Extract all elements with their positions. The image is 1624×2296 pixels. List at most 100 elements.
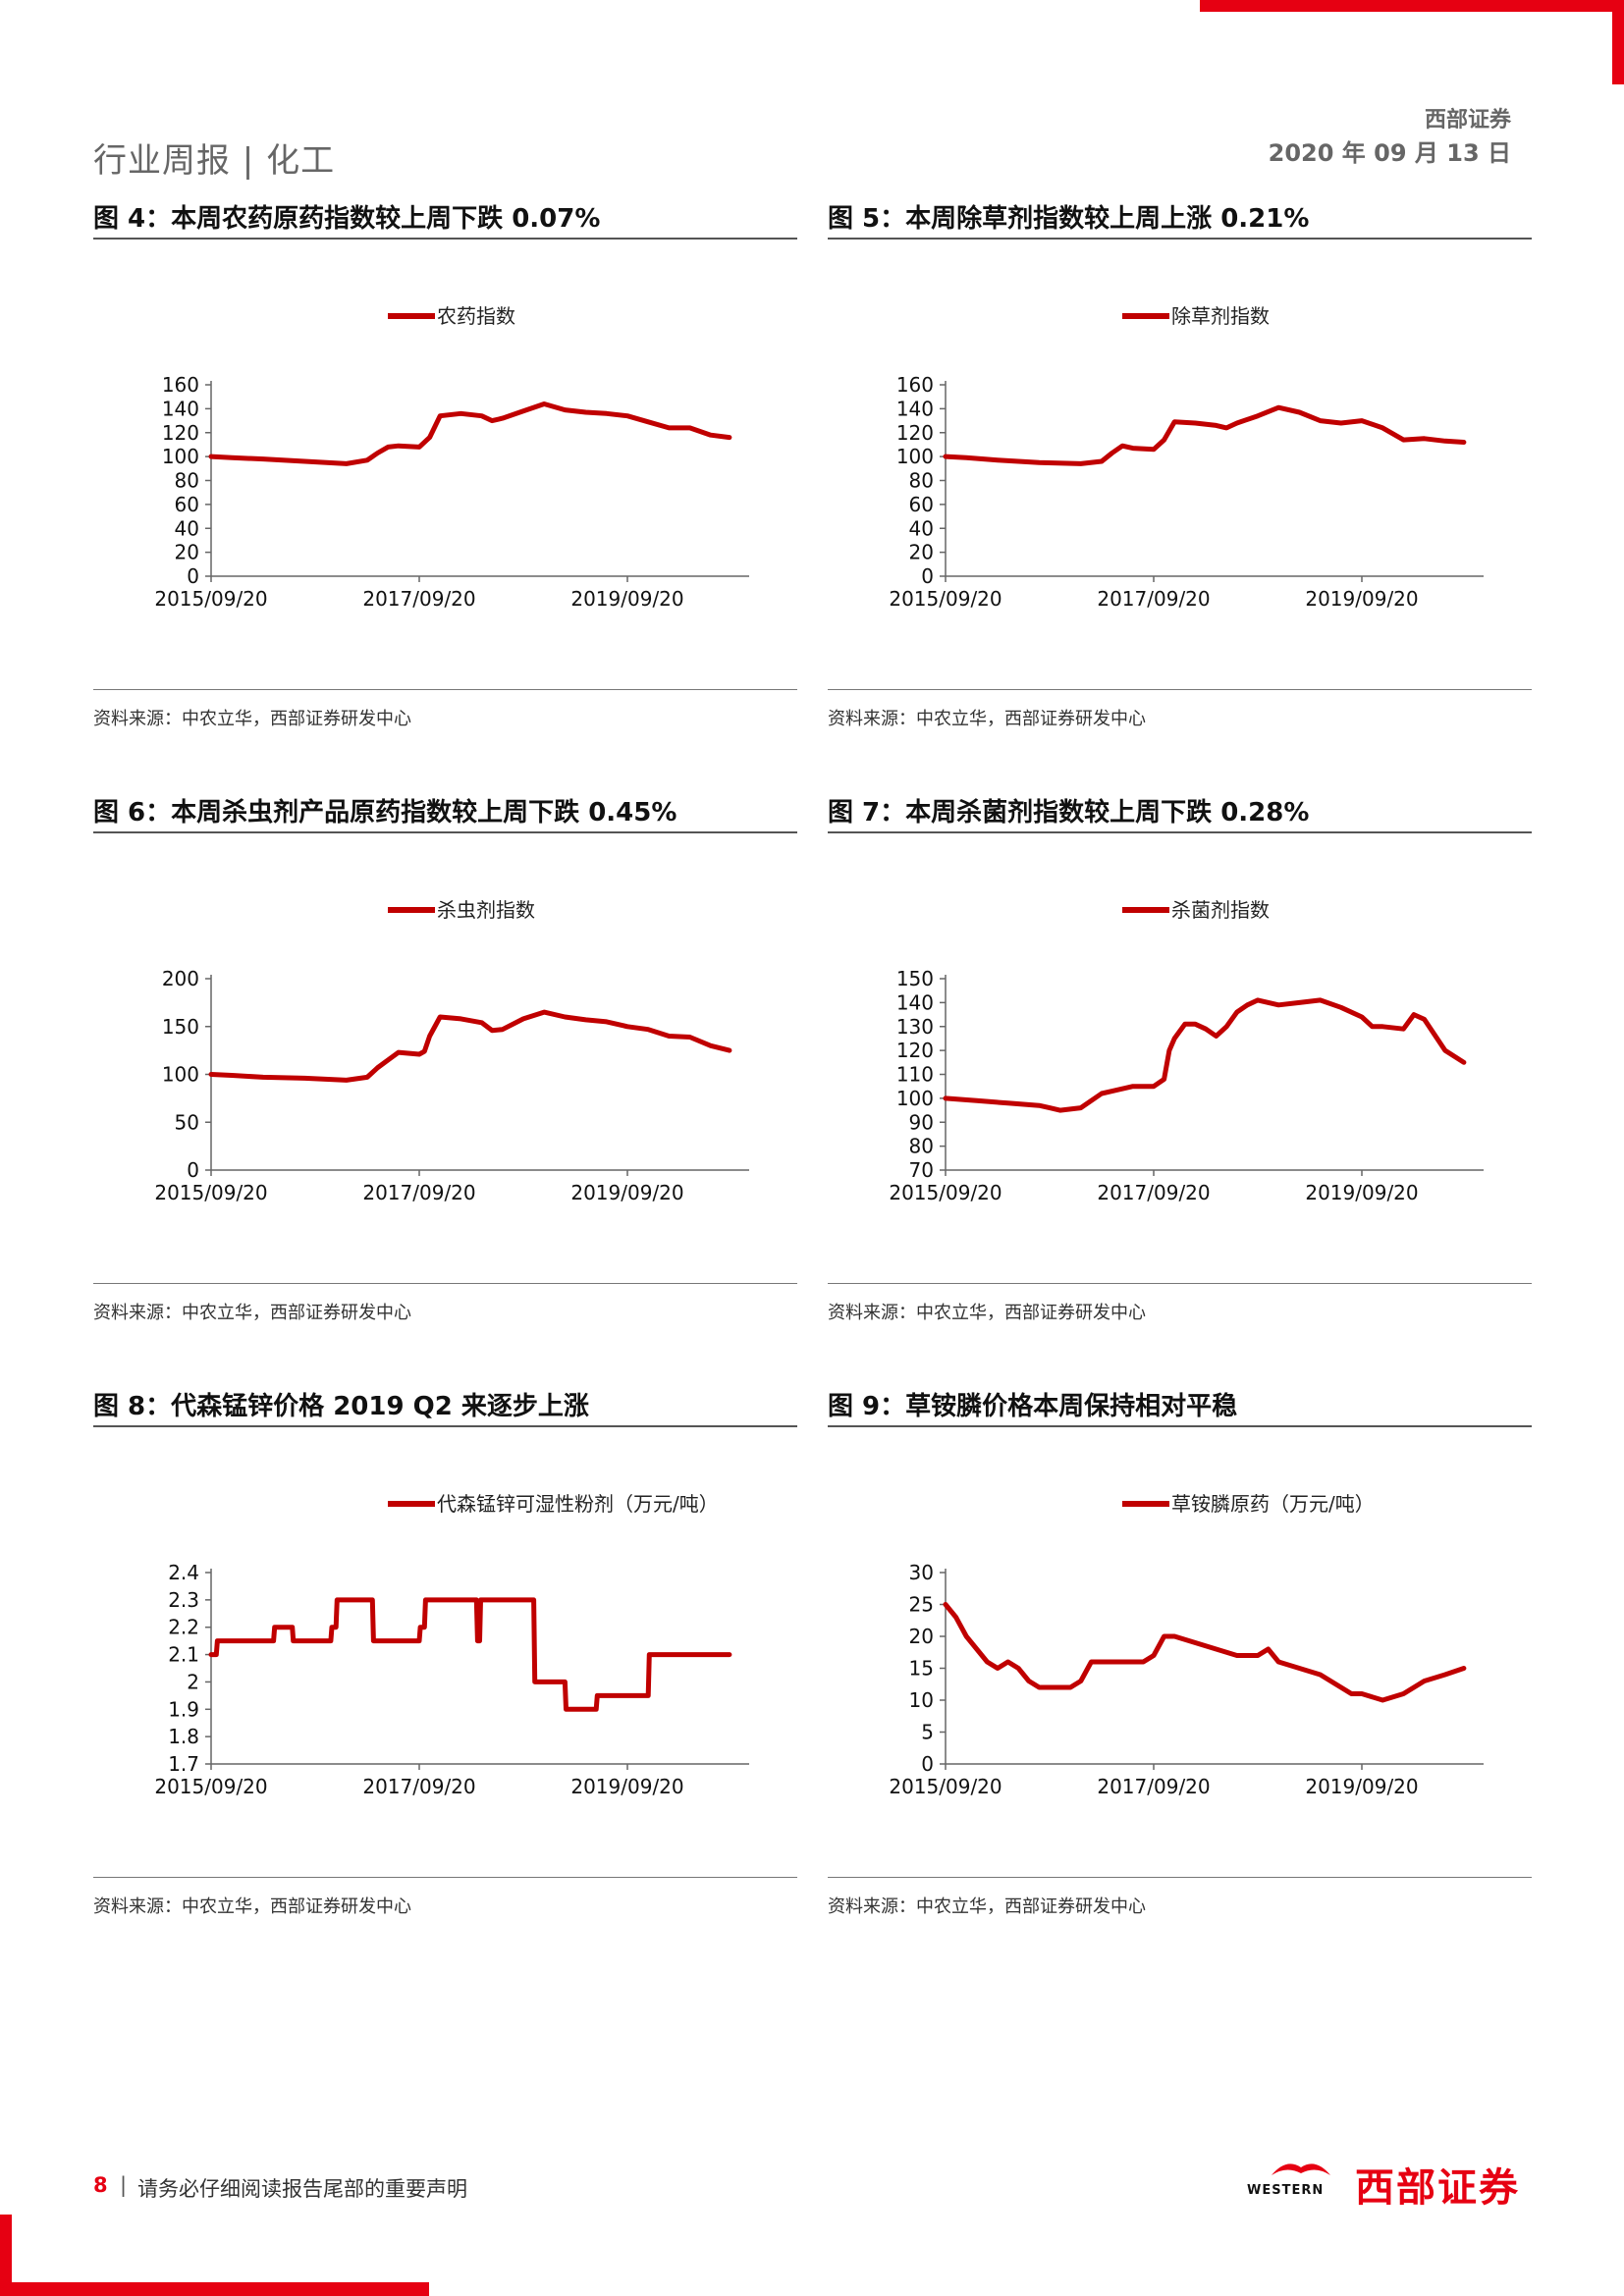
x-tick-label: 2015/09/20 xyxy=(154,1181,267,1204)
figure-panel-4: 图 4：本周农药原药指数较上周下跌 0.07% 农药指数 0 20 40 60 80 100… xyxy=(93,198,797,729)
source-rule xyxy=(828,1283,1532,1284)
x-tick-label: 2015/09/20 xyxy=(889,1775,1001,1798)
bottom-left-accent-vbar xyxy=(0,2215,12,2296)
figure-panel-7: 图 7：本周杀菌剂指数较上周下跌 0.28% 杀菌剂指数 70 80 90 100 110… xyxy=(828,792,1532,1323)
title-rule xyxy=(828,831,1532,833)
y-tick-label: 2.4 xyxy=(168,1561,199,1584)
source-rule xyxy=(828,1877,1532,1878)
chart-mancozeb-price: 代森锰锌可湿性粉剂（万元/吨） 1.7 1.8 1.9 2 2.1 2.2 2.3 2.4 201… xyxy=(154,1492,749,1798)
y-tick-label: 120 xyxy=(896,421,934,445)
x-tick-label: 2017/09/20 xyxy=(1097,1181,1210,1204)
x-tick-label: 2019/09/20 xyxy=(570,587,683,611)
series-line xyxy=(943,404,1467,466)
source-note: 资料来源：中农立华，西部证券研发中心 xyxy=(828,1896,1146,1917)
x-tick-label: 2019/09/20 xyxy=(1305,587,1418,611)
source-rule xyxy=(93,1283,797,1284)
y-tick-label: 100 xyxy=(162,445,199,468)
logo-text-en: WESTERN xyxy=(1247,2183,1325,2198)
y-tick-label: 40 xyxy=(909,516,934,540)
y-tick-label: 100 xyxy=(896,1087,934,1110)
y-tick-label: 140 xyxy=(896,397,934,420)
y-tick-label: 70 xyxy=(909,1158,934,1182)
x-tick-label: 2019/09/20 xyxy=(1305,1775,1418,1798)
source-note: 资料来源：中农立华，西部证券研发中心 xyxy=(828,1303,1146,1323)
y-tick-label: 5 xyxy=(921,1721,934,1744)
y-tick-label: 1.7 xyxy=(168,1752,199,1776)
y-tick-label: 160 xyxy=(162,373,199,397)
title-rule xyxy=(828,1425,1532,1427)
y-tick-label: 200 xyxy=(162,967,199,990)
legend-label: 草铵膦原药（万元/吨） xyxy=(1171,1492,1375,1516)
figure-title: 图 7：本周杀菌剂指数较上周下跌 0.28% xyxy=(828,798,1310,828)
legend-label: 除草剂指数 xyxy=(1171,304,1270,328)
y-tick-label: 80 xyxy=(909,1135,934,1158)
series-line xyxy=(943,1602,1467,1703)
y-tick-label: 60 xyxy=(909,493,934,516)
y-tick-label: 20 xyxy=(909,1625,934,1648)
y-tick-label: 100 xyxy=(896,445,934,468)
bull-logo-icon xyxy=(1272,2163,1330,2175)
x-tick-label: 2019/09/20 xyxy=(570,1181,683,1204)
source-note: 资料来源：中农立华，西部证券研发中心 xyxy=(93,709,411,729)
figure-panel-9: 图 9：草铵膦价格本周保持相对平稳 草铵膦原药（万元/吨） 0 5 10 15 20 25 3… xyxy=(828,1386,1532,1917)
x-tick-label: 2015/09/20 xyxy=(889,1181,1001,1204)
y-tick-label: 90 xyxy=(909,1110,934,1134)
y-tick-label: 130 xyxy=(896,1015,934,1039)
source-note: 资料来源：中农立华，西部证券研发中心 xyxy=(93,1896,411,1917)
x-tick-label: 2015/09/20 xyxy=(154,587,267,611)
y-tick-label: 120 xyxy=(162,421,199,445)
source-note: 资料来源：中农立华，西部证券研发中心 xyxy=(828,709,1146,729)
y-tick-label: 110 xyxy=(896,1063,934,1087)
y-tick-label: 15 xyxy=(909,1657,934,1681)
source-rule xyxy=(828,689,1532,690)
y-tick-label: 2 xyxy=(187,1670,199,1693)
page-number: 8 xyxy=(93,2173,108,2197)
figure-panel-6: 图 6：本周杀虫剂产品原药指数较上周下跌 0.45% 杀虫剂指数 0 50 100 15… xyxy=(93,792,797,1323)
y-tick-label: 160 xyxy=(896,373,934,397)
y-tick-label: 140 xyxy=(896,990,934,1014)
y-tick-label: 150 xyxy=(162,1015,199,1039)
series-line xyxy=(208,401,732,466)
figure-title: 图 5：本周除草剂指数较上周上涨 0.21% xyxy=(828,204,1310,234)
x-tick-label: 2017/09/20 xyxy=(362,1181,475,1204)
x-tick-label: 2019/09/20 xyxy=(1305,1181,1418,1204)
x-tick-label: 2017/09/20 xyxy=(362,1775,475,1798)
y-tick-label: 2.3 xyxy=(168,1588,199,1612)
y-tick-label: 150 xyxy=(896,967,934,990)
y-tick-label: 140 xyxy=(162,397,199,420)
y-tick-label: 30 xyxy=(909,1561,934,1584)
source-rule xyxy=(93,689,797,690)
y-tick-label: 0 xyxy=(921,564,934,588)
title-rule xyxy=(828,238,1532,240)
source-rule xyxy=(93,1877,797,1878)
y-tick-label: 0 xyxy=(921,1752,934,1776)
y-tick-label: 60 xyxy=(175,493,199,516)
legend-label: 杀菌剂指数 xyxy=(1171,898,1270,922)
legend-label: 杀虫剂指数 xyxy=(437,898,535,922)
title-rule xyxy=(93,238,797,240)
report-date: 2020 年 09 月 13 日 xyxy=(1268,139,1511,167)
y-tick-label: 0 xyxy=(187,1158,199,1182)
y-tick-label: 1.8 xyxy=(168,1725,199,1748)
y-tick-label: 40 xyxy=(175,516,199,540)
y-tick-label: 20 xyxy=(909,541,934,564)
title-rule xyxy=(93,831,797,833)
chart-glufosinate-price: 草铵膦原药（万元/吨） 0 5 10 15 20 25 30 2015/09/20 2017/09… xyxy=(889,1492,1484,1798)
source-note: 资料来源：中农立华，西部证券研发中心 xyxy=(93,1303,411,1323)
x-tick-label: 2017/09/20 xyxy=(362,587,475,611)
top-right-accent-vbar xyxy=(1612,0,1624,84)
x-tick-label: 2017/09/20 xyxy=(1097,587,1210,611)
x-tick-label: 2015/09/20 xyxy=(154,1775,267,1798)
y-tick-label: 2.2 xyxy=(168,1616,199,1639)
figure-title: 图 9：草铵膦价格本周保持相对平稳 xyxy=(828,1392,1238,1421)
figure-panel-8: 图 8：代森锰锌价格 2019 Q2 来逐步上涨 代森锰锌可湿性粉剂（万元/吨）… xyxy=(93,1386,797,1917)
y-tick-label: 80 xyxy=(909,469,934,493)
y-tick-label: 50 xyxy=(175,1110,199,1134)
y-tick-label: 20 xyxy=(175,541,199,564)
y-tick-label: 2.1 xyxy=(168,1643,199,1667)
x-tick-label: 2015/09/20 xyxy=(889,587,1001,611)
legend-label: 代森锰锌可湿性粉剂（万元/吨） xyxy=(437,1492,719,1516)
